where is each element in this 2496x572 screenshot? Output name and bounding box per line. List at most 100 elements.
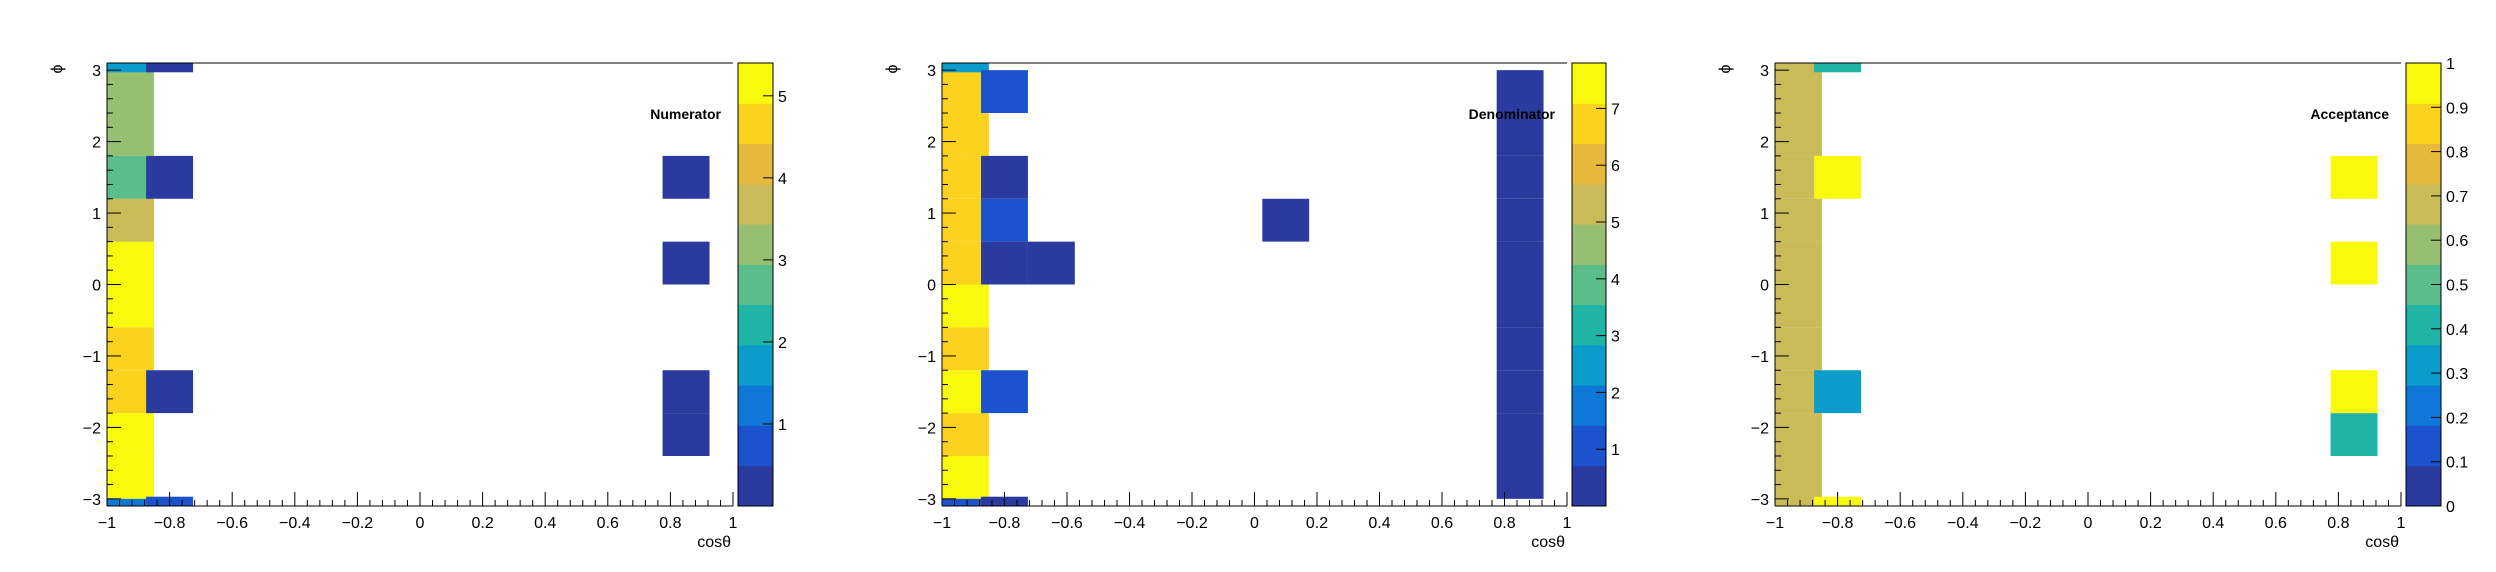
color-bar-segment [2406,63,2441,104]
color-bar-segment [1572,385,1606,426]
x-tick-label: 0.6 [2265,515,2287,532]
y-tick-label: 3 [92,63,101,80]
y-tick-label: 2 [92,135,101,152]
color-bar-segment [738,425,773,467]
y-axis-label: ϕ [884,64,901,73]
x-tick-label: 0.2 [2139,515,2161,532]
heatmap-cell [1775,455,1822,499]
color-bar-tick-label: 5 [1611,215,1620,232]
color-bar-segment [2406,385,2441,426]
x-axis-label: cosθ [697,534,731,551]
y-tick-label: 3 [927,63,936,80]
x-tick-label: −0.8 [989,515,1021,532]
heatmap-cells [107,63,710,506]
x-tick-label: 0.6 [1431,515,1453,532]
heatmap-cell [1775,327,1822,371]
heatmap-cell [107,413,154,456]
heatmap-cell [942,455,989,499]
color-bar-segment [2406,224,2441,265]
color-bar-tick-label: 0.1 [2446,455,2468,472]
heatmap-cell [1262,198,1310,242]
x-tick-label: 1 [729,515,738,532]
x-tick-label: 0.8 [659,515,681,532]
color-bar-segment [738,304,773,346]
heatmap-cell [1496,241,1544,285]
color-bar-segment [2406,143,2441,185]
heatmap-cell [1814,63,1862,73]
color-bar-tick-label: 0.3 [2446,366,2468,383]
y-tick-label: −3 [1751,492,1769,509]
color-bar-tick-label: 1 [2446,56,2455,73]
x-tick-label: 0.4 [1368,515,1390,532]
color-bar-segment [1572,304,1606,346]
color-bar-segment [738,385,773,426]
heatmap-cell [662,155,710,199]
heatmap-cell [2330,370,2378,414]
heatmap-cell [662,370,710,414]
x-tick-label: −0.6 [1884,515,1916,532]
color-bar-tick-label: 2 [778,335,787,352]
x-tick-label: 0.2 [471,515,493,532]
heatmap-cell [1814,370,1862,414]
color-bar-segment [738,465,773,507]
color-bar-frame [1571,62,1607,507]
heatmap-cell [1775,241,1822,285]
heatmap-cell [1496,455,1544,499]
x-tick-label: −0.4 [1114,515,1146,532]
y-axis-label: ϕ [49,64,66,73]
color-bar-segment [738,224,773,265]
y-tick-label: 1 [927,206,936,223]
x-tick-label: 0.4 [534,515,556,532]
heatmap-cell [1775,284,1822,328]
y-tick-label: −3 [83,492,101,509]
y-axis-label: ϕ [1717,64,1734,73]
color-bar-tick-label: 0.4 [2446,322,2468,339]
x-tick-label: −0.2 [1176,515,1208,532]
color-bar-segment [738,264,773,306]
color-bar-tick-label: 0.5 [2446,278,2468,295]
heatmap-cell [662,413,710,456]
chart-title: Numerator [650,106,721,122]
x-axis-label: cosθ [1531,534,1565,551]
heatmap-cell [107,284,154,328]
x-tick-label: 0.2 [1306,515,1328,532]
x-tick-label: −0.8 [154,515,186,532]
color-bar-segment [738,103,773,145]
heatmap-cell [942,284,989,328]
color-bar-segment [1572,465,1606,507]
x-tick-label: 1 [2397,515,2406,532]
heatmap-cell [107,455,154,499]
y-tick-label: −1 [1751,349,1769,366]
color-bar-segment [2406,465,2441,507]
heatmap-panel-1: −1 −0.8 −0.6 −0.4 −0.2 0 0.2 0.4 0.6 0.8 1 −3 −2 −1 0 1… [49,62,787,551]
heatmap-cell [1496,155,1544,199]
heatmap-cell [942,496,989,506]
color-bar-segment [2406,183,2441,225]
color-bar-segment [1572,183,1606,225]
heatmap-cell [1496,70,1544,114]
color-bar-tick-label: 0.8 [2446,145,2468,162]
heatmap-cell [1027,241,1075,285]
x-tick-label: 0.8 [2327,515,2349,532]
heatmap-cells [1775,63,2378,506]
y-tick-label: 1 [1760,206,1769,223]
heatmap-cell [942,113,989,156]
heatmap-cell [107,113,154,156]
y-tick-label: 0 [92,278,101,295]
x-tick-label: −0.6 [216,515,248,532]
x-tick-label: 1 [1563,515,1572,532]
x-tick-label: −1 [1766,515,1784,532]
chart-title: Acceptance [2310,106,2389,122]
heatmap-cell [1496,370,1544,414]
heatmap-cell [1814,155,1862,199]
x-tick-label: −0.2 [342,515,374,532]
heatmap-cell [662,241,710,285]
heatmap-cell [2330,241,2378,285]
color-bar-tick-label: 0.2 [2446,410,2468,427]
heatmap-cell [107,70,154,114]
heatmap-cell [146,63,194,73]
color-bar-segment [738,344,773,386]
x-tick-label: −1 [933,515,951,532]
color-bar-segment [1572,224,1606,265]
